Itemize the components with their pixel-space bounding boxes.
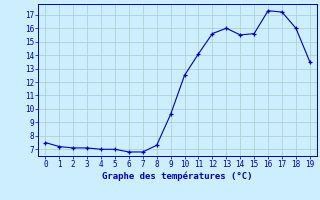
X-axis label: Graphe des températures (°C): Graphe des températures (°C) (102, 172, 253, 181)
